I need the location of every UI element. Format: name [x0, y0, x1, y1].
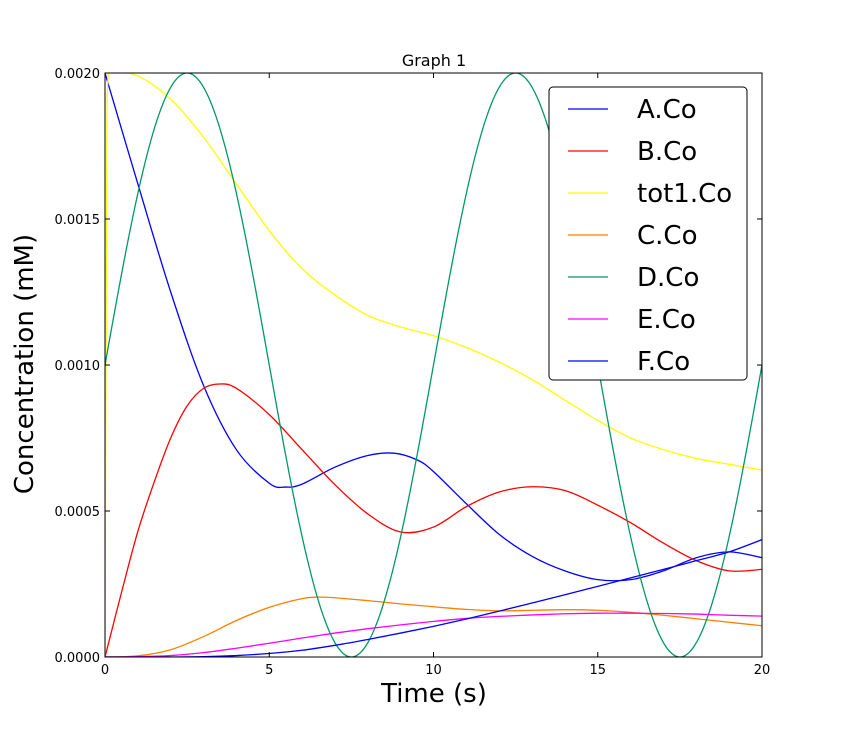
x-tick-label: 0 — [101, 663, 109, 678]
legend-label: tot1.Co — [637, 179, 732, 209]
y-tick-label: 0.0000 — [55, 651, 101, 666]
legend-label: B.Co — [637, 137, 697, 167]
x-tick-label: 10 — [425, 663, 442, 678]
series-line-tot1-co — [105, 73, 762, 657]
legend-label: F.Co — [637, 347, 690, 377]
series-lines — [105, 73, 762, 657]
series-line-f-co — [105, 539, 762, 657]
legend-label: C.Co — [637, 221, 697, 251]
series-line-b-co — [105, 383, 762, 657]
y-tick-label: 0.0015 — [55, 213, 101, 228]
x-tick-label: 5 — [265, 663, 273, 678]
x-axis-label: Time (s) — [380, 679, 487, 709]
plot-area: 0 5 10 15 20 0.0000 0.0005 0.0010 0.0015 0.0020 — [55, 67, 771, 678]
x-tick-label: 20 — [754, 663, 771, 678]
x-tick-label: 15 — [589, 663, 606, 678]
legend-label: D.Co — [637, 263, 699, 293]
legend-label: E.Co — [637, 305, 696, 335]
y-tick-label: 0.0020 — [55, 67, 101, 82]
y-tick-label: 0.0005 — [55, 505, 101, 520]
legend-box — [548, 86, 748, 381]
legend: A.Co B.Co tot1.Co C.Co D.Co E.Co F.Co — [548, 86, 748, 381]
y-axis-label: Concentration (mM) — [10, 234, 40, 494]
legend-label: A.Co — [637, 95, 697, 125]
series-line-e-co — [105, 612, 762, 657]
y-tick-label: 0.0010 — [55, 359, 101, 374]
series-line-d-co — [105, 73, 762, 657]
series-line-a-co — [105, 73, 762, 582]
chart-title: Graph 1 — [402, 51, 466, 70]
